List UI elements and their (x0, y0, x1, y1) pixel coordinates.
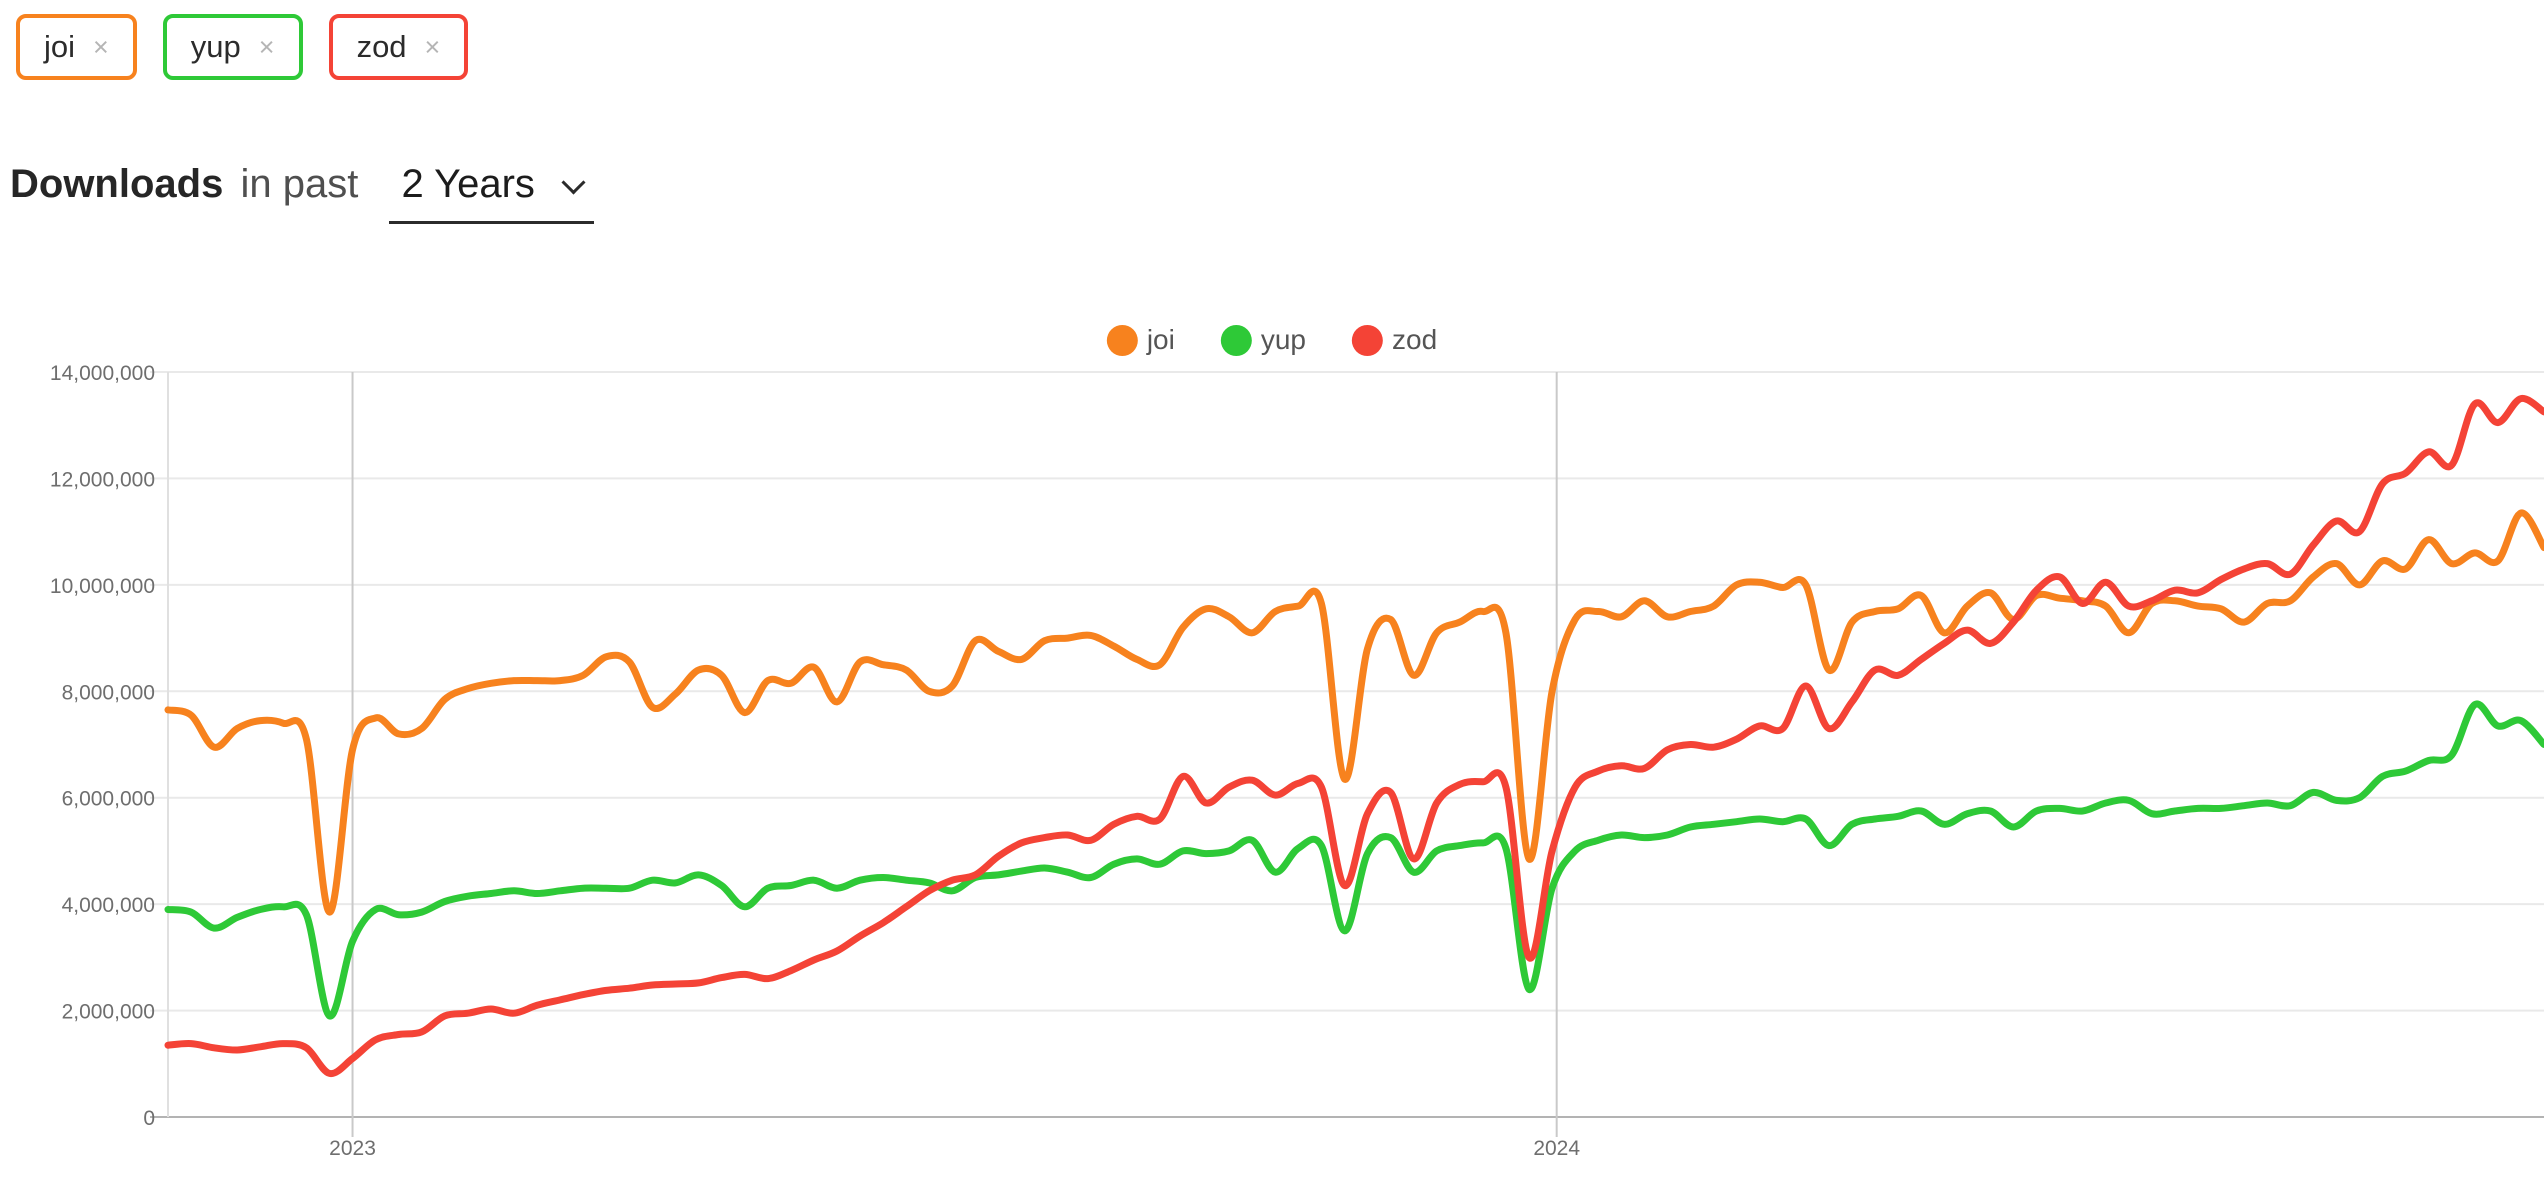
downloads-heading: Downloads (10, 162, 224, 206)
legend-item-joi[interactable]: joi (1106, 324, 1175, 356)
package-tag-label: zod (356, 29, 407, 64)
downloads-line-chart[interactable]: 0 2,000,000 4,000,000 6,000,000 8,000,000 10,… (0, 330, 2544, 1186)
series-line-joi (164, 509, 2544, 916)
legend-label: yup (1260, 324, 1307, 355)
series-line-zod (164, 395, 2544, 1077)
in-past-text: in past (240, 162, 359, 206)
y-tick-label: 8,000,000 (62, 681, 155, 704)
y-tick-label: 14,000,000 (50, 362, 155, 385)
package-tags: joi × yup × zod × (16, 14, 469, 80)
legend-label: zod (1392, 324, 1438, 355)
series-line-yup (164, 700, 2544, 1020)
chevron-down-icon (561, 170, 586, 195)
y-tick-label: 2,000,000 (62, 1001, 155, 1024)
chart-legend: joi yup zod (1106, 324, 1437, 356)
legend-dot-yup (1220, 324, 1252, 356)
remove-package-icon[interactable]: × (93, 31, 109, 62)
legend-dot-joi (1106, 324, 1138, 356)
package-tag-joi[interactable]: joi × (16, 14, 137, 80)
time-range-value: 2 Years (401, 162, 535, 206)
remove-package-icon[interactable]: × (424, 31, 441, 62)
remove-package-icon[interactable]: × (258, 31, 275, 62)
package-tag-zod[interactable]: zod × (328, 14, 469, 80)
downloads-chart[interactable]: 0 2,000,000 4,000,000 6,000,000 8,000,000 10,… (0, 330, 2544, 1186)
legend-dot-zod (1352, 324, 1384, 356)
y-tick-label: 0 (143, 1107, 155, 1130)
y-tick-label: 4,000,000 (62, 894, 155, 917)
package-tag-yup[interactable]: yup × (162, 14, 303, 80)
legend-item-yup[interactable]: yup (1220, 324, 1307, 356)
page-title: Downloads in past 2 Years (10, 162, 594, 224)
x-tick-label: 2024 (1533, 1137, 1580, 1160)
y-tick-label: 12,000,000 (50, 468, 155, 491)
y-tick-label: 10,000,000 (50, 575, 155, 598)
y-tick-label: 6,000,000 (62, 788, 155, 811)
x-tick-label: 2023 (329, 1137, 376, 1160)
legend-item-zod[interactable]: zod (1352, 324, 1437, 356)
time-range-select[interactable]: 2 Years (389, 162, 594, 224)
package-tag-label: yup (190, 29, 241, 64)
package-tag-label: joi (44, 29, 76, 64)
legend-label: joi (1146, 324, 1175, 355)
